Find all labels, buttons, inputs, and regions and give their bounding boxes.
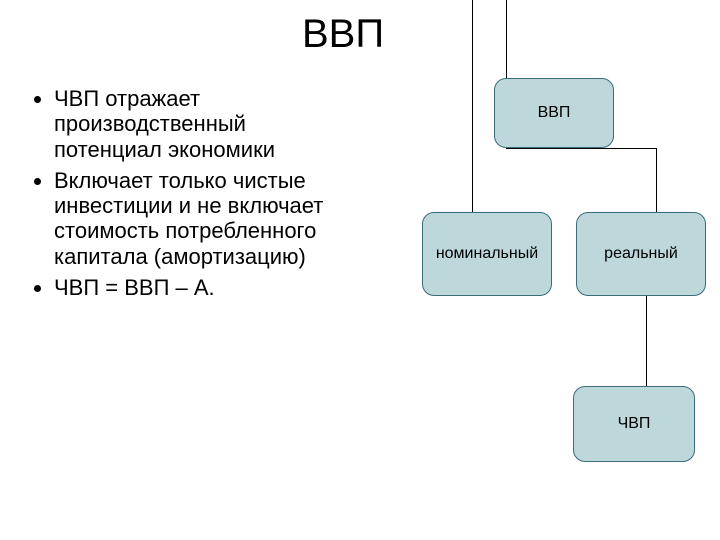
diagram-node-real: реальный (576, 212, 706, 296)
connector-line (472, 0, 473, 212)
diagram-node-label: ВВП (538, 104, 571, 122)
diagram-node-gdp: ВВП (494, 78, 614, 148)
connector-line (506, 148, 656, 149)
connector-line (646, 296, 647, 386)
diagram-node-nnp: ЧВП (573, 386, 695, 462)
bullet-item: Включает только чистые инвестиции и не в… (54, 168, 356, 269)
bullet-item: ЧВП = ВВП – А. (54, 275, 356, 300)
connector-line (506, 0, 507, 78)
connector-line (656, 148, 657, 212)
bullet-item: ЧВП отражает производственный потенциал … (54, 86, 356, 162)
bullet-list: ЧВП отражает производственный потенциал … (36, 86, 356, 306)
diagram-node-label: номинальный (436, 245, 538, 263)
gdp-diagram: ВВП номинальный реальный ЧВП (402, 0, 720, 540)
page-title: ВВП (302, 12, 384, 57)
slide: ВВП ЧВП отражает производственный потенц… (0, 0, 720, 540)
diagram-node-label: ЧВП (618, 415, 651, 433)
diagram-node-label: реальный (604, 245, 678, 263)
diagram-node-nominal: номинальный (422, 212, 552, 296)
